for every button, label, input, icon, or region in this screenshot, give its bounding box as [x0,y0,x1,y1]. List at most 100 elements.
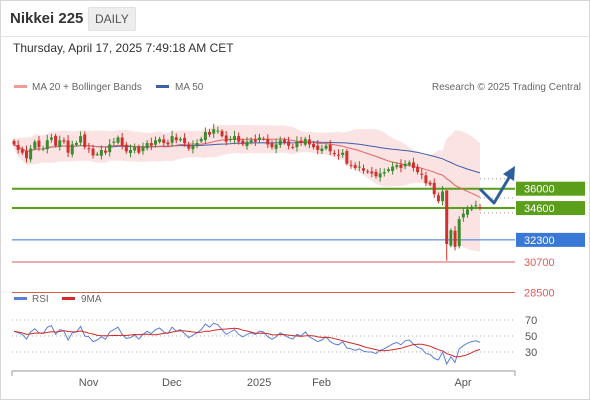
candle-body [74,143,78,145]
candle-body [278,140,282,145]
rsi-ma-legend-swatch [62,297,75,300]
candle-body [233,136,237,140]
x-tick-Dec: Dec [162,377,182,389]
candle-body [470,206,474,210]
candle-body [116,137,120,143]
rsi-legend-label: RSI [32,294,49,305]
candle-body [274,144,278,149]
candle-body [366,171,370,173]
x-tick-Nov: Nov [79,377,99,389]
ma50-legend-swatch [156,85,169,88]
candle-body [12,140,16,145]
candle-body [378,173,382,178]
x-tick-2025: 2025 [247,377,271,389]
candle-body [241,140,245,145]
candle-body [391,166,395,171]
level-label-34600: 34600 [524,203,555,215]
candle-body [99,149,103,156]
candle-body [287,141,291,146]
candle-body [70,144,74,155]
level-label-28500: 28500 [524,287,555,299]
candle-body [257,137,261,140]
candle-body [174,137,178,141]
candle-body [312,143,316,148]
rsi-tick-30: 30 [525,347,537,359]
candle-body [262,138,266,140]
candle-body [416,166,420,173]
candle-body [457,219,461,247]
candle-body [45,140,49,150]
candle-body [245,141,249,147]
candle-body [353,165,357,168]
candle-body [270,143,274,148]
candle-body [49,137,53,140]
candle-body [291,146,295,148]
candle-body [141,147,145,152]
candle-body [170,136,174,143]
candle-body [478,206,482,209]
rsi-tick-70: 70 [525,315,537,327]
candle-body [445,190,449,245]
candle-body [237,136,241,142]
level-label-36000: 36000 [524,184,555,196]
timeframe-badge[interactable]: DAILY [88,7,136,31]
candle-body [58,140,62,147]
candle-body [54,135,58,146]
candle-body [382,172,386,174]
candle-body [145,143,149,149]
candle-body [474,205,478,207]
candle-body [216,130,220,132]
forecast-arrow-head [503,166,515,181]
rsi-line [13,322,481,366]
candle-body [432,182,436,195]
candle-body [166,142,170,145]
candle-body [337,154,341,156]
candle-body [282,139,286,144]
candle-body [83,134,87,148]
candle-body [370,171,374,174]
candle-body [108,144,112,153]
candle-body [345,151,349,164]
candle-body [191,145,195,150]
candle-body [183,137,187,144]
candle-body [362,168,365,171]
candle-body [328,144,332,152]
ma20-legend-label: MA 20 + Bollinger Bands [32,82,142,93]
candle-body [253,139,257,142]
level-label-30700: 30700 [524,257,555,269]
candle-body [187,144,191,149]
candle-body [195,143,199,146]
candle-body [104,150,108,153]
candle-body [95,154,99,156]
x-tick-Feb: Feb [312,377,331,389]
candle-body [33,141,37,149]
candle-body [303,138,307,145]
candle-body [112,141,116,143]
candle-body [395,165,399,168]
candle-body [129,149,132,153]
candle-body [411,162,415,168]
x-tick-Apr: Apr [454,377,471,389]
candle-body [87,148,91,150]
timestamp: Thursday, April 17, 2025 7:49:18 AM CET [13,41,234,55]
candle-body [153,140,157,145]
rsi-legend-swatch [14,297,27,300]
candle-body [212,129,216,134]
candle-body [324,145,328,149]
candle-body [295,141,299,148]
candle-body [37,140,41,148]
level-label-32300: 32300 [524,235,555,247]
candle-body [20,149,24,153]
candle-body [208,131,212,135]
candle-body [79,136,83,143]
ma20-legend-swatch [14,85,27,88]
candle-body [203,131,207,140]
candle-body [91,148,95,156]
candle-body [162,139,166,144]
candle-body [220,131,224,137]
candle-body [332,152,336,155]
candle-body [29,148,33,160]
candle-body [399,164,403,168]
candle-body [24,151,28,159]
